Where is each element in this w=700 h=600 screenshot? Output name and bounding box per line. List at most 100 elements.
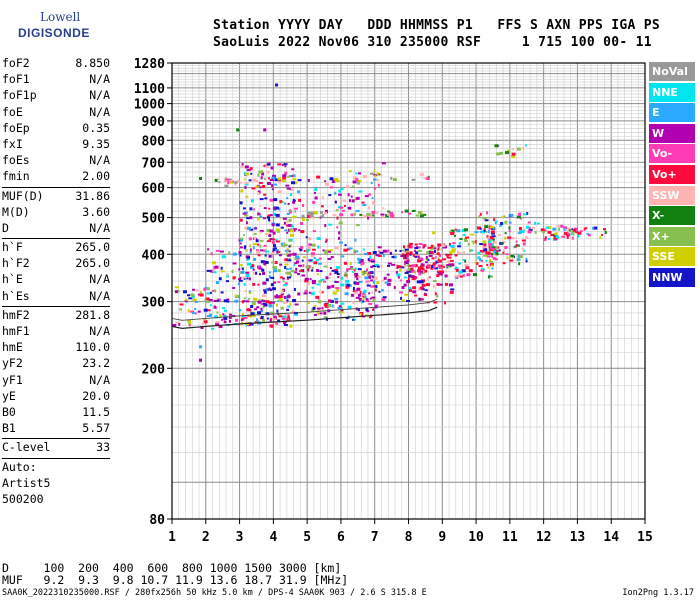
echo-point: [228, 316, 232, 319]
param-value: 31.86: [75, 188, 110, 203]
echo-point: [409, 253, 412, 256]
echo-point: [502, 249, 505, 253]
echo-point: [249, 265, 254, 269]
echo-point: [258, 170, 263, 174]
echo-point: [319, 270, 323, 273]
echo-point: [254, 321, 258, 324]
echo-point: [357, 275, 361, 278]
echo-point: [277, 190, 282, 194]
echo-point: [243, 316, 248, 319]
echo-point: [362, 215, 367, 219]
profile-trace: [171, 306, 438, 329]
param-row: foEp 0.35: [2, 121, 110, 137]
echo-point: [341, 209, 345, 212]
echo-point: [266, 163, 271, 166]
param-value: 0.35: [82, 120, 110, 135]
echo-point: [361, 201, 365, 204]
echo-point: [305, 236, 308, 239]
echo-point: [373, 169, 376, 172]
echo-point: [266, 317, 269, 320]
echo-point: [382, 296, 387, 299]
echo-point: [287, 318, 290, 321]
echo-point: [285, 272, 289, 275]
echo-point: [396, 265, 401, 269]
echo-point: [335, 209, 339, 212]
echo-point: [214, 265, 219, 269]
echo-point: [209, 291, 212, 294]
echo-point: [505, 151, 510, 155]
echo-point: [414, 247, 419, 250]
echo-point: [307, 268, 310, 272]
echo-point: [214, 178, 218, 182]
echo-point: [405, 250, 409, 253]
echo-point: [239, 237, 244, 240]
echo-point: [489, 249, 494, 252]
echo-point: [257, 217, 260, 221]
echo-point: [399, 291, 404, 294]
echo-point: [465, 266, 470, 270]
echo-point: [284, 249, 287, 252]
echo-point: [371, 275, 374, 278]
echo-point: [455, 268, 459, 272]
echo-point: [308, 259, 313, 262]
echo-point: [448, 243, 451, 247]
echo-point: [425, 261, 429, 264]
legend-item: Vo+: [649, 164, 695, 184]
echo-point: [516, 258, 520, 262]
echo-point: [403, 256, 406, 260]
echo-point: [242, 207, 246, 210]
param-name: foF1: [2, 72, 30, 87]
echo-point: [307, 246, 312, 250]
echo-point: [267, 240, 272, 243]
echo-point: [228, 313, 232, 316]
echo-point: [287, 276, 292, 279]
legend-item: NNW: [649, 267, 695, 287]
echo-point: [222, 307, 226, 310]
echo-point: [192, 298, 197, 302]
param-name: h`F: [2, 240, 23, 255]
echo-point: [183, 290, 188, 294]
echo-point: [415, 251, 419, 255]
echo-point: [260, 307, 263, 311]
echo-point: [299, 269, 304, 272]
echo-point: [442, 244, 446, 248]
echo-point: [410, 275, 415, 279]
echo-point: [251, 264, 255, 268]
echo-point: [272, 266, 277, 269]
echo-point: [378, 290, 381, 293]
echo-point: [357, 293, 361, 297]
param-separator: [2, 238, 110, 240]
param-name: h`E: [2, 272, 23, 287]
echo-point: [380, 264, 383, 268]
echo-point: [269, 229, 274, 233]
echo-point: [494, 220, 498, 223]
echo-point: [528, 227, 531, 230]
echo-point: [492, 256, 496, 260]
echo-point: [246, 256, 250, 260]
echo-point: [191, 295, 195, 299]
echo-point: [245, 300, 250, 303]
echo-point: [294, 312, 299, 316]
echo-point: [285, 268, 289, 271]
echo-point: [348, 170, 352, 173]
echo-point: [238, 268, 241, 271]
echo-point: [371, 296, 376, 299]
echo-point: [350, 293, 354, 297]
echo-point: [500, 222, 504, 226]
echo-point: [430, 244, 434, 248]
echo-point: [322, 249, 326, 252]
echo-point: [304, 289, 307, 293]
echo-point: [493, 240, 497, 244]
echo-point: [336, 226, 339, 229]
param-separator: [2, 305, 110, 307]
echo-point: [194, 308, 197, 311]
echo-point: [387, 262, 392, 265]
echo-point: [262, 302, 267, 305]
echo-point: [406, 256, 409, 259]
echo-point: [481, 245, 485, 249]
echo-point: [323, 250, 328, 254]
echo-point: [476, 226, 481, 230]
echo-point: [411, 278, 416, 281]
echo-point: [389, 211, 394, 214]
echo-point: [446, 254, 450, 257]
